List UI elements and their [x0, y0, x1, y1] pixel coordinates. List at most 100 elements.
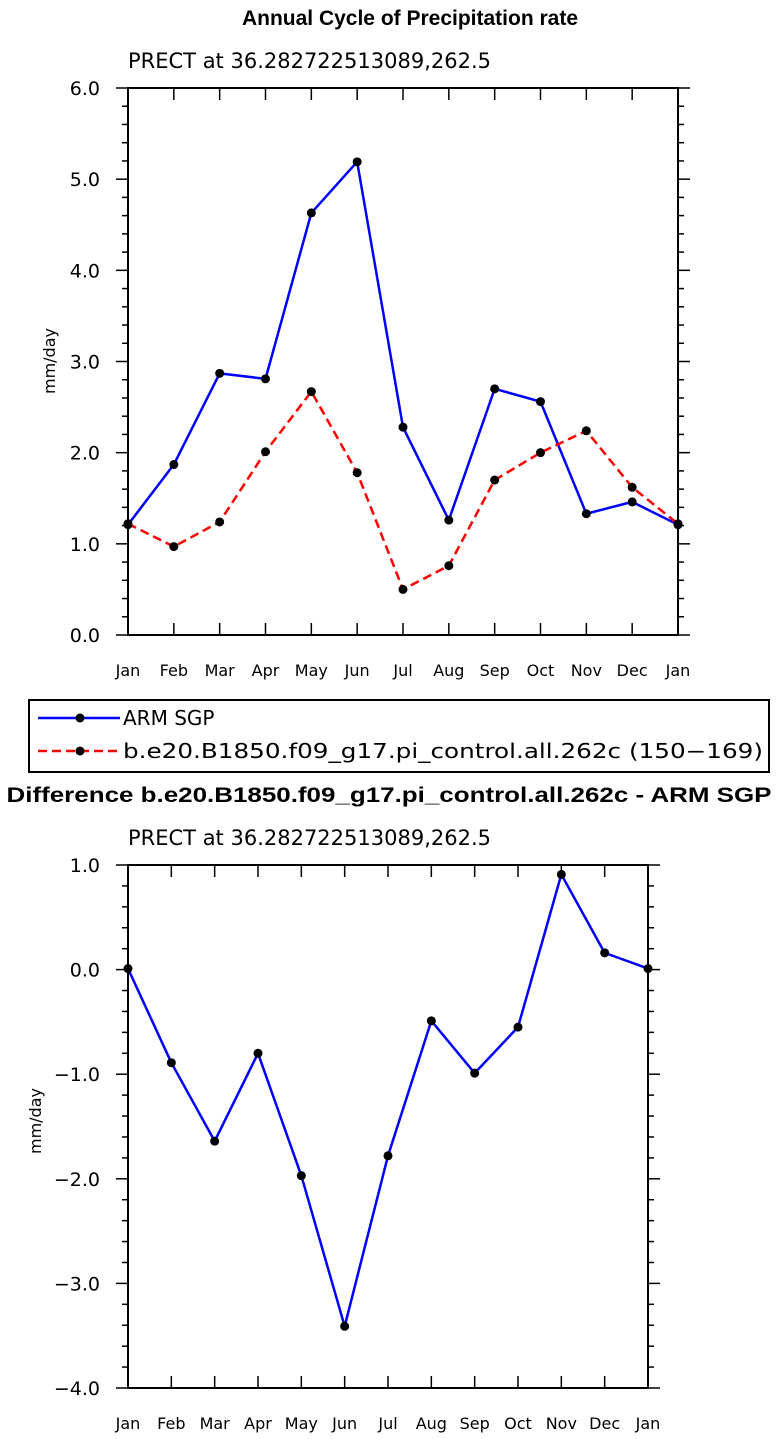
- chart1-x-tick-labels: Jan Feb Mar Apr May Jun Jul Aug Sep Oct Nov Dec Jan: [115, 661, 691, 680]
- annual-cycle-chart: Annual Cycle of Precipitation rate PRECT…: [40, 7, 690, 680]
- chart2-y-tick-label: −1.0: [54, 1064, 100, 1086]
- chart2-series-0-point: [296, 1171, 306, 1181]
- chart1-y-tick-label: 3.0: [70, 352, 100, 374]
- chart1-series-0-point: [627, 497, 637, 507]
- chart1-series-1-point: [581, 426, 591, 436]
- legend-label-model: b.e20.B1850.f09_g17.pi_control.all.262c …: [123, 739, 763, 763]
- chart1-y-axis-label: mm/day: [40, 328, 59, 394]
- chart2-x-tick-label: Mar: [200, 1414, 231, 1433]
- chart2-y-tick-label: 0.0: [70, 960, 100, 982]
- chart1-ticks: [116, 87, 690, 636]
- chart1-series-1-point: [673, 519, 683, 529]
- chart2-x-tick-label: May: [285, 1414, 318, 1433]
- chart1-series-0-point: [490, 384, 500, 394]
- chart2-y-tick-label: −4.0: [54, 1378, 100, 1400]
- chart1-legend: ARM SGP b.e20.B1850.f09_g17.pi_control.a…: [28, 699, 770, 773]
- chart1-series-1-point: [398, 584, 408, 594]
- chart1-x-tick-label: Mar: [205, 661, 236, 680]
- chart1-x-tick-label: Feb: [160, 661, 188, 680]
- chart2-x-tick-label: Nov: [546, 1414, 577, 1433]
- chart2-x-tick-label: Oct: [504, 1414, 532, 1433]
- chart2-x-tick-label: Jul: [377, 1414, 397, 1433]
- legend-entry-model: b.e20.B1850.f09_g17.pi_control.all.262c …: [38, 739, 763, 763]
- chart1-series-0-point: [581, 509, 591, 519]
- chart2-y-tick-label: 1.0: [70, 855, 100, 877]
- chart1-series-1-point: [352, 468, 362, 478]
- chart2-series-0-point: [166, 1058, 176, 1068]
- chart2-series: [123, 869, 653, 1331]
- chart2-series-0-line: [126, 873, 649, 1328]
- chart2-series-0-point: [210, 1136, 220, 1146]
- chart2-series-0-point: [643, 964, 653, 974]
- chart1-series-0-point: [169, 460, 179, 470]
- chart1-x-tick-label: Jan: [115, 661, 141, 680]
- chart1-y-tick-label: 2.0: [70, 443, 100, 465]
- chart1-y-tick-label: 4.0: [70, 260, 100, 282]
- chart2-x-tick-labels: Jan Feb Mar Apr May Jun Jul Aug Sep Oct Nov Dec Jan: [115, 1414, 661, 1433]
- chart1-x-tick-label: Oct: [527, 661, 555, 680]
- chart1-series: [123, 157, 683, 594]
- chart1-y-tick-label: 0.0: [70, 625, 100, 647]
- legend-label-arm-sgp: ARM SGP: [123, 706, 214, 730]
- chart1-series-1-point: [123, 519, 133, 529]
- chart2-y-tick-label: −2.0: [54, 1169, 100, 1191]
- chart2-series-0-point: [426, 1016, 436, 1026]
- chart2-series-0-point: [340, 1321, 350, 1331]
- chart2-series-0-point: [556, 869, 566, 879]
- chart2-title: Difference b.e20.B1850.f09_g17.pi_contro…: [7, 784, 772, 807]
- chart2-x-tick-label: Aug: [416, 1414, 447, 1433]
- chart1-series-1-point: [490, 475, 500, 485]
- chart1-y-tick-labels: 0.0 1.0 2.0 3.0 4.0 5.0 6.0: [70, 78, 100, 647]
- chart2-series-0-point: [470, 1068, 480, 1078]
- chart1-x-tick-label: Jul: [392, 661, 412, 680]
- chart2-y-tick-labels: −4.0 −3.0 −2.0 −1.0 0.0 1.0: [54, 855, 100, 1400]
- chart1-series-0-point: [398, 422, 408, 432]
- chart2-x-tick-label: Jun: [331, 1414, 357, 1433]
- chart2-x-tick-label: Apr: [244, 1414, 272, 1433]
- chart1-series-0-point: [261, 374, 270, 384]
- chart1-y-tick-label: 6.0: [70, 78, 100, 100]
- chart2-series-0-point: [513, 1022, 523, 1032]
- chart1-x-tick-label: Sep: [480, 661, 510, 680]
- chart1-x-tick-label: Jan: [665, 661, 691, 680]
- chart1-x-tick-label: Jun: [344, 661, 370, 680]
- chart1-y-tick-label: 1.0: [70, 534, 100, 556]
- chart1-series-1-point: [306, 387, 316, 397]
- chart2-x-tick-label: Dec: [589, 1414, 620, 1433]
- chart2-y-tick-label: −3.0: [54, 1273, 100, 1295]
- chart1-series-0-point: [444, 515, 454, 525]
- legend-marker-arm-sgp: [75, 713, 85, 723]
- chart2-series-0-point: [253, 1048, 263, 1058]
- chart1-x-tick-label: Apr: [252, 661, 280, 680]
- chart1-title: Annual Cycle of Precipitation rate: [242, 7, 578, 30]
- legend-box: [28, 699, 770, 773]
- chart1-series-1-point: [627, 482, 637, 492]
- chart1-series-1-point: [215, 517, 225, 527]
- chart1-series-1-point: [444, 561, 454, 571]
- legend-entry-arm-sgp: ARM SGP: [38, 706, 214, 730]
- chart2-x-tick-label: Sep: [460, 1414, 490, 1433]
- chart1-series-0-line: [127, 160, 679, 526]
- chart2-series-0-point: [383, 1151, 393, 1161]
- chart2-subtitle: PRECT at 36.282722513089,262.5: [128, 826, 491, 850]
- chart1-series-0-point: [306, 208, 316, 218]
- chart1-x-tick-label: Nov: [571, 661, 602, 680]
- chart1-series-0-point: [536, 397, 545, 407]
- chart1-series-0-point: [352, 157, 362, 167]
- chart1-x-tick-label: Dec: [617, 661, 648, 680]
- chart1-subtitle: PRECT at 36.282722513089,262.5: [128, 49, 491, 73]
- chart2-ticks: [116, 864, 660, 1389]
- chart1-plot-frame: [127, 87, 679, 636]
- chart1-y-tick-label: 5.0: [70, 169, 100, 191]
- difference-chart: Difference b.e20.B1850.f09_g17.pi_contro…: [7, 784, 772, 1433]
- chart2-x-tick-label: Feb: [157, 1414, 185, 1433]
- chart2-x-tick-label: Jan: [635, 1414, 661, 1433]
- chart1-series-1-point: [169, 542, 179, 552]
- legend-marker-model: [75, 746, 85, 756]
- chart1-x-tick-label: Aug: [433, 661, 464, 680]
- chart2-series-0-point: [600, 948, 610, 958]
- chart1-series-1-point: [261, 447, 270, 457]
- chart1-series-0-point: [215, 368, 225, 378]
- chart1-series-1-point: [536, 448, 545, 458]
